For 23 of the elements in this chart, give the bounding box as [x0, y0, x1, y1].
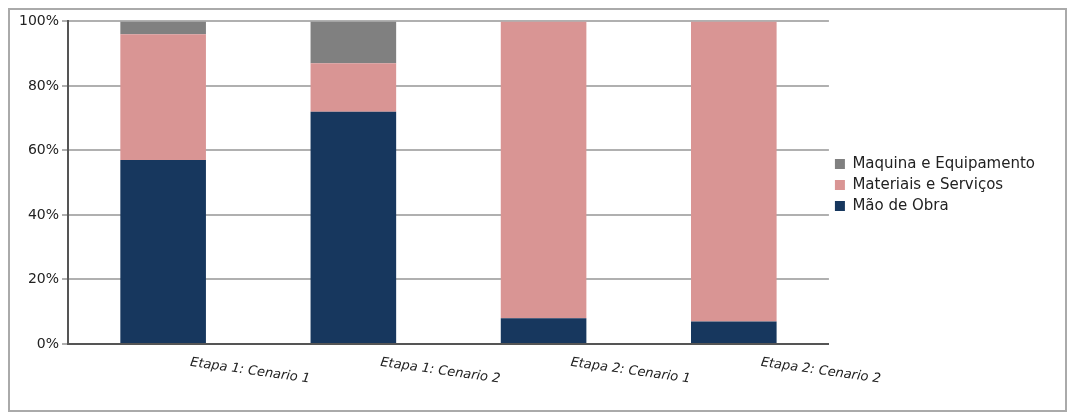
bar [120, 21, 206, 35]
bar [310, 63, 397, 112]
y-tick-label: 40% [27, 205, 60, 222]
x-tick-label: Etapa 2: Cenario 1 [569, 353, 692, 386]
x-tick-label: Etapa 1: Cenario 1 [189, 353, 312, 386]
x-tick-label: Etapa 2: Cenario 2 [760, 353, 882, 386]
bar [691, 21, 777, 322]
legend-label: Maquina e Equipamento [852, 153, 1036, 172]
bar [691, 321, 777, 343]
legend-label: Mão de Obra [852, 195, 949, 214]
x-tick-label: Etapa 1: Cenario 2 [379, 353, 502, 386]
bar [310, 21, 397, 64]
bar [120, 160, 206, 343]
bar [500, 21, 587, 319]
y-tick-label: 100% [18, 12, 60, 29]
bar [500, 318, 587, 343]
bar [310, 111, 397, 343]
y-tick-label: 0% [36, 334, 60, 351]
legend-label: Materiais e Serviços [852, 174, 1004, 193]
y-tick-label: 20% [27, 270, 60, 287]
y-tick-label: 60% [27, 141, 60, 158]
bar [120, 34, 206, 161]
y-tick-label: 80% [27, 76, 60, 93]
